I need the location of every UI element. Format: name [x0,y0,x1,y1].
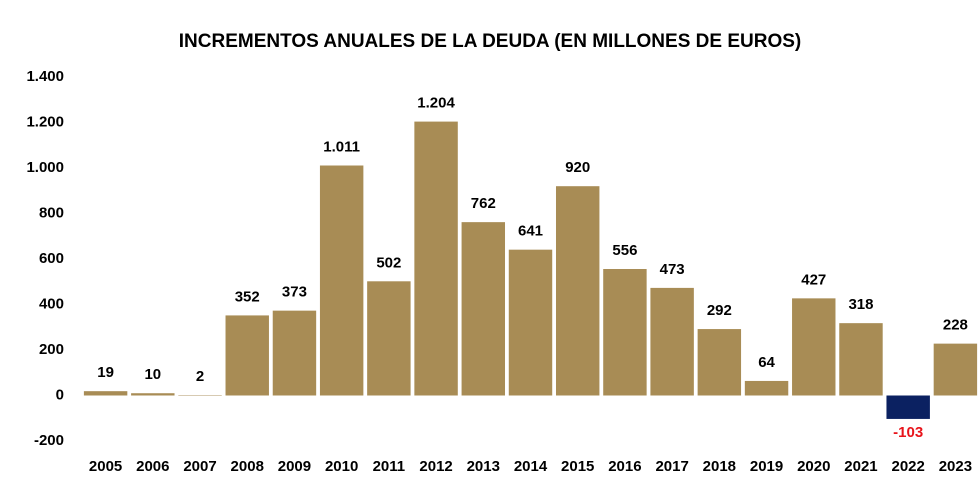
value-label: 1.204 [417,95,455,112]
value-label: -103 [893,424,923,441]
y-tick-label: 800 [39,204,64,221]
value-label: 473 [660,261,685,278]
x-tick-label: 2006 [136,458,169,475]
bar [886,395,930,419]
y-tick-label: 1.000 [26,159,64,176]
value-label: 556 [612,242,637,259]
value-label: 292 [707,302,732,319]
x-tick-label: 2019 [750,458,783,475]
x-tick-label: 2017 [655,458,688,475]
value-label: 762 [471,195,496,212]
bar [555,186,600,396]
chart-title: INCREMENTOS ANUALES DE LA DEUDA (EN MILL… [179,31,801,52]
value-label: 427 [801,271,826,288]
bar [225,315,269,396]
bar [461,222,506,396]
bar [744,380,789,396]
x-tick-label: 2021 [844,458,877,475]
bar [650,287,694,396]
y-tick-label: 400 [39,295,64,312]
bar [933,343,978,396]
x-tick-label: 2009 [278,458,311,475]
x-tick-label: 2008 [231,458,264,475]
value-label: 318 [848,296,873,313]
value-label: 2 [196,368,204,385]
value-label: 352 [235,288,260,305]
x-tick-label: 2018 [703,458,736,475]
bar [131,393,175,396]
y-tick-label: 0 [56,386,64,403]
y-tick-label: 1.400 [26,68,64,85]
x-tick-label: 2012 [419,458,452,475]
x-tick-label: 2005 [89,458,122,475]
bar [319,165,364,396]
value-label: 502 [376,254,401,271]
value-label: 64 [758,354,775,371]
bar [508,249,553,396]
bar [367,281,411,396]
value-label: 373 [282,284,307,301]
x-tick-label: 2014 [514,458,548,475]
y-tick-label: -200 [34,432,64,449]
bar [839,323,883,396]
value-label: 920 [565,159,590,176]
value-label: 228 [943,317,968,334]
bar [272,310,317,396]
value-label: 1.011 [323,138,360,155]
bar [697,329,742,396]
y-tick-label: 600 [39,250,64,267]
x-tick-label: 2015 [561,458,594,475]
bar [603,269,647,396]
x-tick-label: 2020 [797,458,830,475]
value-label: 10 [144,366,161,383]
bar [83,391,128,396]
bar [792,298,836,396]
x-tick-label: 2023 [939,458,972,475]
x-tick-label: 2007 [183,458,216,475]
x-tick-label: 2013 [467,458,500,475]
x-tick-label: 2011 [373,458,406,475]
value-label: 641 [518,223,543,240]
x-tick-label: 2010 [325,458,358,475]
x-tick-label: 2022 [891,458,924,475]
y-tick-label: 1.200 [26,113,64,130]
bar [414,121,458,396]
value-label: 19 [97,364,114,381]
y-tick-label: 200 [39,341,64,358]
x-tick-label: 2016 [608,458,641,475]
